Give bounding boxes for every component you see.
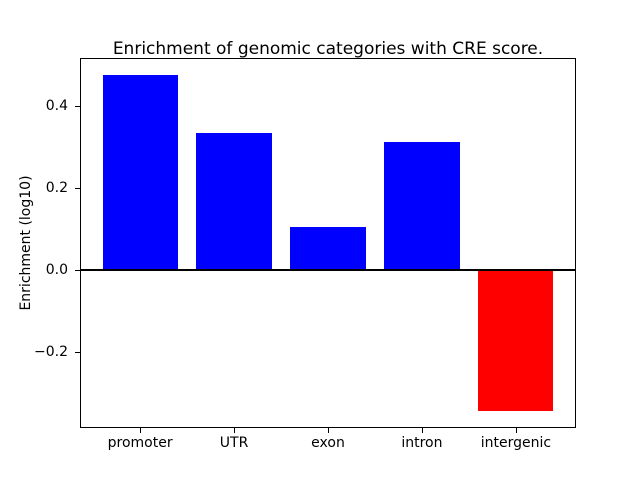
x-tick-label-exon: exon [311, 435, 345, 451]
x-tick-label-promoter: promoter [107, 435, 173, 451]
x-tick-mark [328, 428, 329, 433]
y-tick-label: 0.4 [45, 97, 68, 114]
x-tick-mark [140, 428, 142, 433]
x-tick-label-intron: intron [401, 435, 443, 451]
x-tick-mark [515, 428, 517, 433]
bar-intergenic [478, 270, 554, 412]
y-tick-label: −0.2 [34, 344, 68, 361]
y-tick-mark [75, 270, 80, 272]
x-tick-mark [234, 428, 236, 433]
y-tick-mark [75, 352, 80, 354]
bar-exon [290, 226, 366, 271]
chart-title: Enrichment of genomic categories with CR… [112, 39, 544, 59]
bar-UTR [196, 133, 272, 271]
bar-intron [384, 142, 460, 271]
x-tick-label-UTR: UTR [219, 435, 249, 451]
plot-area [80, 58, 576, 428]
zero-line [81, 269, 575, 272]
y-tick-mark [75, 188, 80, 190]
bar-promoter [102, 74, 178, 271]
y-tick-label: 0.2 [45, 180, 68, 197]
y-tick-label: 0.0 [45, 262, 68, 279]
y-tick-mark [75, 105, 80, 107]
x-tick-mark [421, 428, 423, 433]
x-tick-label-intergenic: intergenic [480, 435, 552, 451]
